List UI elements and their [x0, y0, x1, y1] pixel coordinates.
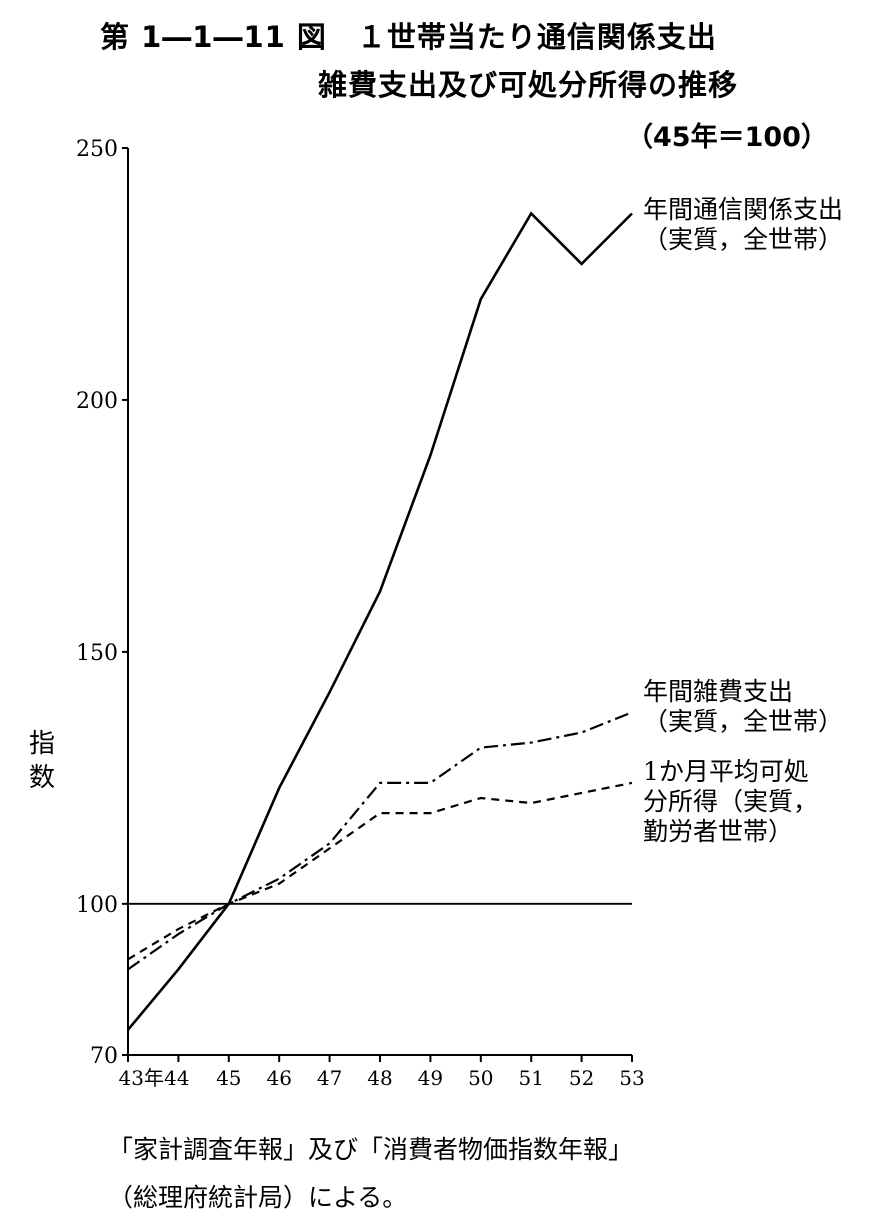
series-label-3: 1か月平均可処: [643, 757, 809, 786]
series-line-1: [127, 211, 633, 1031]
series-label-3: 分所得（実質，: [643, 787, 818, 816]
y-axis-label: 指: [29, 729, 55, 759]
x-tick-label: 48: [367, 1066, 392, 1090]
x-tick-label: 51: [518, 1066, 543, 1090]
series-label-2: 年間雑費支出: [643, 677, 793, 706]
source-note-line1: 「家計調査年報」及び「消費者物価指数年報」: [108, 1135, 634, 1164]
chart-subtitle: （45年＝100）: [626, 122, 828, 153]
y-tick-label: 100: [76, 893, 118, 918]
y-tick-label: 70: [90, 1044, 118, 1069]
source-note-line2: （総理府統計局）による。: [108, 1183, 408, 1212]
x-tick-label: 46: [266, 1066, 291, 1090]
y-tick-label: 250: [76, 137, 118, 162]
series-label-1: （実質，全世帯）: [643, 225, 843, 254]
series-label-1: 年間通信関係支出: [643, 195, 843, 224]
y-tick-label: 150: [76, 641, 118, 666]
series-label-3: 勤労者世帯）: [643, 817, 793, 846]
x-tick-label: 50: [468, 1066, 493, 1090]
chart-title-line2: 雑費支出及び可処分所得の推移: [318, 68, 739, 102]
x-tick-label: 49: [418, 1066, 443, 1090]
x-tick-label: 52: [569, 1066, 594, 1090]
x-tick-label: 45: [216, 1066, 241, 1090]
x-tick-label: 43年44: [119, 1066, 190, 1090]
series-label-2: （実質，全世帯）: [643, 707, 843, 736]
line-chart: 70 100 150 200 250 指数 43年44 45 46 47 48 49 50 51 52 53 年…: [29, 137, 843, 1090]
series-line-2: [127, 711, 633, 971]
series-line-3: [127, 781, 633, 961]
x-tick-label: 53: [619, 1066, 644, 1090]
chart-title: 第 1―1―11 図 １世帯当たり通信関係支出: [100, 20, 717, 54]
y-tick-label: 200: [76, 389, 118, 414]
x-tick-label: 47: [317, 1066, 342, 1090]
y-axis-label: 数: [29, 763, 55, 793]
